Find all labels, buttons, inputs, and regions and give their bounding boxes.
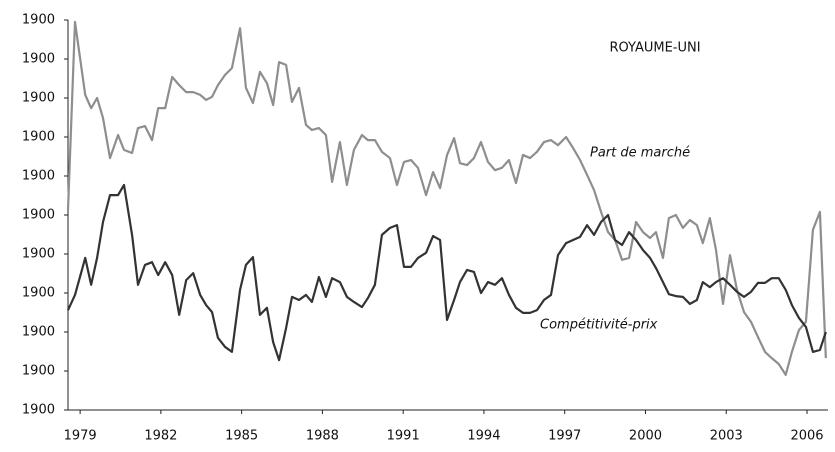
y-tick-label: 1900 [22,91,55,106]
chart-title: ROYAUME-UNI [609,41,700,56]
series-line [67,183,827,362]
y-tick-label: 1900 [22,364,55,379]
x-tick-label: 1994 [467,429,500,444]
y-tick-label: 1900 [22,52,55,67]
y-tick-label: 1900 [22,247,55,262]
x-tick-label: 1991 [387,429,420,444]
series-label: Compétitivité-prix [540,318,658,333]
y-tick-label: 1900 [22,403,55,418]
y-tick-label: 1900 [22,286,55,301]
x-tick-label: 1982 [144,429,177,444]
y-tick-label: 1900 [22,130,55,145]
x-tick-label: 1979 [64,429,97,444]
x-tick-label: 1985 [225,429,258,444]
series-label: Part de marché [590,146,690,161]
x-tick-label: 2000 [629,429,662,444]
y-tick-label: 1900 [22,208,55,223]
x-tick-label: 1988 [306,429,339,444]
y-tick-label: 1900 [22,169,55,184]
x-tick-label: 2006 [790,429,823,444]
series-line [66,20,827,376]
y-tick-label: 1900 [22,325,55,340]
y-tick-label: 1900 [22,13,55,28]
x-tick-label: 1997 [548,429,581,444]
x-tick-label: 2003 [710,429,743,444]
